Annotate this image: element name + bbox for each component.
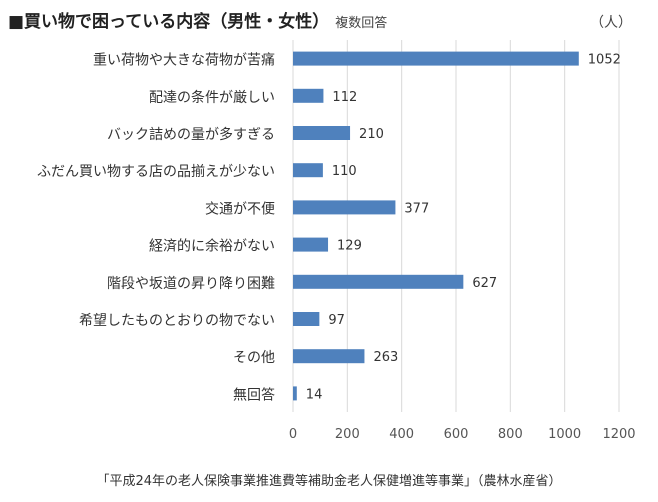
data-label: 97 [328, 313, 345, 328]
category-label: 重い荷物や大きな荷物が苦痛 [93, 52, 275, 69]
category-label: 階段や坂道の昇り降り困難 [107, 276, 275, 292]
category-label: その他 [233, 350, 275, 366]
bars [293, 51, 579, 401]
x-tick-label: 200 [335, 427, 360, 442]
category-label: 交通が不便 [205, 200, 275, 217]
data-label: 210 [359, 127, 384, 142]
x-axis-ticks: 0 200 400 600 800 1000 1200 [289, 427, 636, 442]
bar [293, 163, 323, 178]
bar [293, 349, 365, 364]
chart-subtitle: 複数回答 [335, 15, 387, 31]
data-label: 263 [373, 350, 398, 365]
bar [293, 51, 579, 66]
bar [293, 274, 464, 289]
data-label: 129 [337, 239, 362, 254]
data-label: 377 [404, 201, 429, 216]
data-label: 627 [472, 276, 497, 291]
chart-title: ■買い物で困っている内容（男性・女性） [8, 11, 329, 32]
data-label: 112 [332, 90, 357, 105]
x-tick-label: 800 [498, 427, 523, 442]
x-tick-label: 600 [444, 427, 469, 442]
x-tick-label: 400 [389, 427, 414, 442]
data-labels: 1052 112 210 110 377 129 627 97 263 14 [306, 53, 621, 403]
x-tick-label: 0 [289, 427, 297, 442]
bar [293, 237, 329, 252]
x-tick-label: 1000 [548, 427, 581, 442]
category-label: 無回答 [233, 386, 275, 403]
data-label: 14 [306, 387, 323, 402]
source-note: 「平成24年の老人保険事業推進費等補助金老人保健増進等事業」（農林水産省） [96, 473, 561, 489]
category-label: バック詰めの量が多すぎる [107, 126, 275, 143]
category-label: 経済的に余裕がない [149, 238, 275, 255]
bar [293, 200, 396, 215]
data-label: 1052 [588, 53, 621, 68]
bar [293, 312, 320, 326]
bar [293, 88, 324, 103]
data-label: 110 [332, 164, 357, 179]
bar [293, 126, 351, 140]
category-labels: 重い荷物や大きな荷物が苦痛配達の条件が厳しいバック詰めの量が多すぎるふだん買い物… [37, 52, 275, 404]
x-tick-label: 1200 [602, 427, 635, 442]
category-label: 希望したものとおりの物でない [79, 313, 275, 329]
bar [293, 386, 297, 401]
grid-lines [292, 40, 620, 412]
unit-label: （人） [590, 15, 632, 31]
category-label: 配達の条件が厳しい [149, 89, 275, 106]
category-label: ふだん買い物する店の品揃えが少ない [37, 164, 275, 180]
